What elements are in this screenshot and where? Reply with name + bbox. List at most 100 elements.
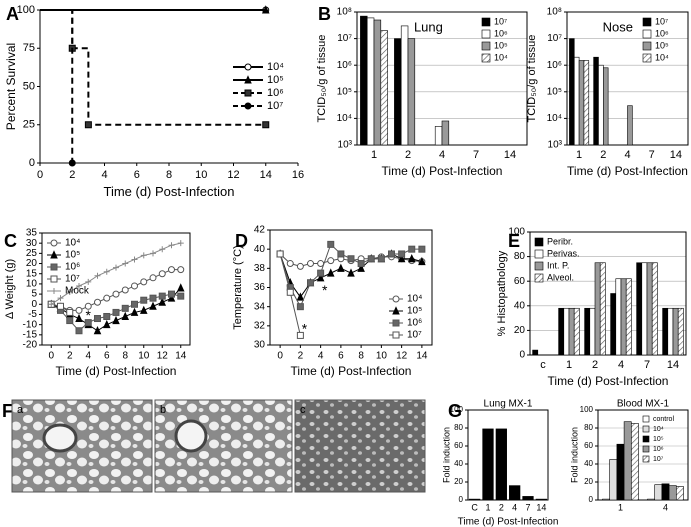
legend-swatch	[534, 273, 544, 283]
marker	[159, 246, 166, 253]
legend-label: 10⁵	[267, 74, 284, 86]
marker	[244, 102, 252, 110]
marker	[327, 257, 335, 265]
marker	[103, 268, 110, 275]
series-line	[40, 9, 266, 126]
marker	[66, 308, 74, 316]
y-axis-label: Fold induction	[441, 427, 451, 483]
bar	[573, 307, 580, 356]
bar	[569, 38, 575, 146]
bar	[366, 17, 375, 146]
marker	[50, 239, 58, 247]
bar	[647, 498, 655, 501]
x-tick-label: 6	[338, 351, 344, 362]
y-tick-label: 25	[26, 248, 38, 259]
marker	[244, 89, 252, 97]
x-tick-label: C	[471, 502, 478, 512]
micrograph	[11, 399, 153, 493]
micrograph-a: a	[11, 399, 153, 493]
y-tick-label: 100	[17, 4, 35, 16]
marker	[347, 268, 355, 277]
legend-swatch	[642, 41, 652, 51]
bar	[380, 30, 388, 146]
micrograph-b: b	[154, 399, 293, 493]
legend-label: 10⁴	[653, 426, 664, 433]
bar	[651, 262, 658, 356]
inset-label: Nose	[603, 19, 633, 34]
y-tick-label: 35	[26, 228, 38, 239]
y-tick-label: 34	[254, 301, 266, 312]
y-axis-label: Δ Weight (g)	[4, 259, 16, 319]
y-axis-label: Fold induction	[569, 427, 579, 483]
chart-title: Blood MX-1	[617, 399, 670, 410]
x-tick-label: 0	[48, 351, 54, 362]
x-tick-label: 10	[195, 169, 207, 181]
x-axis-label: Time (d) Post-Infection	[56, 364, 177, 378]
legend-label: 10⁴	[494, 52, 508, 62]
x-tick-label: 4	[663, 502, 668, 512]
y-tick-label: 10³	[338, 140, 353, 151]
bar	[602, 67, 609, 146]
marker	[103, 294, 111, 302]
legend-swatch	[642, 455, 650, 463]
y-tick-label: -15	[23, 329, 38, 340]
micrograph	[294, 399, 426, 493]
legend-swatch	[534, 237, 544, 247]
legend-label: 10⁵	[407, 306, 422, 317]
y-tick-label: 10³	[548, 140, 563, 151]
marker	[68, 159, 76, 167]
marker	[158, 297, 167, 306]
y-axis-label: TCID₅₀/g of tissue	[526, 35, 538, 123]
marker	[167, 293, 176, 302]
legend-label: 10⁵	[65, 250, 80, 261]
legend-label: 10⁷	[267, 100, 283, 112]
y-tick-label: 75	[23, 42, 35, 54]
marker	[149, 274, 157, 282]
marker	[408, 245, 416, 253]
legend-swatch	[642, 435, 650, 443]
x-tick-label: 14	[670, 149, 682, 161]
legend-swatch	[481, 41, 491, 51]
bar	[667, 307, 674, 356]
y-tick-label: 0	[589, 495, 594, 504]
marker	[121, 304, 129, 312]
marker	[397, 254, 406, 263]
y-tick-label: 10⁶	[337, 60, 352, 71]
legend-label: 10⁷	[655, 16, 668, 26]
x-tick-label: 14	[536, 502, 546, 512]
marker	[84, 319, 92, 327]
x-tick-label: 7	[473, 149, 479, 161]
marker	[102, 319, 111, 329]
y-tick-label: 60	[454, 441, 463, 450]
x-tick-label: 14	[175, 351, 187, 362]
marker	[261, 5, 270, 14]
x-tick-label: 10	[376, 351, 388, 362]
marker	[112, 315, 120, 325]
panel-letter: C	[4, 231, 17, 251]
bar	[594, 262, 601, 356]
x-tick-label: 1	[485, 502, 490, 512]
y-tick-label: 100	[508, 227, 525, 238]
y-tick-label: 80	[584, 423, 593, 432]
bar	[400, 25, 409, 146]
legend-swatch	[642, 53, 652, 63]
bar	[360, 15, 368, 146]
bar	[620, 278, 627, 356]
bar	[654, 484, 663, 501]
marker	[388, 250, 395, 258]
bar	[625, 278, 632, 356]
y-tick-label: 20	[584, 477, 593, 486]
marker	[57, 302, 64, 310]
marker	[244, 75, 252, 84]
x-tick-label: 8	[166, 169, 172, 181]
legend-label: 10⁵	[494, 40, 508, 50]
y-tick-label: 40	[514, 300, 526, 311]
marker	[337, 250, 345, 258]
x-tick-label: 0	[277, 351, 283, 362]
marker	[316, 273, 325, 282]
x-tick-label: 7	[649, 149, 655, 161]
bar	[609, 459, 618, 501]
chart-title: Lung MX-1	[484, 399, 533, 410]
y-tick-label: -5	[28, 309, 37, 320]
y-tick-label: 40	[584, 459, 593, 468]
